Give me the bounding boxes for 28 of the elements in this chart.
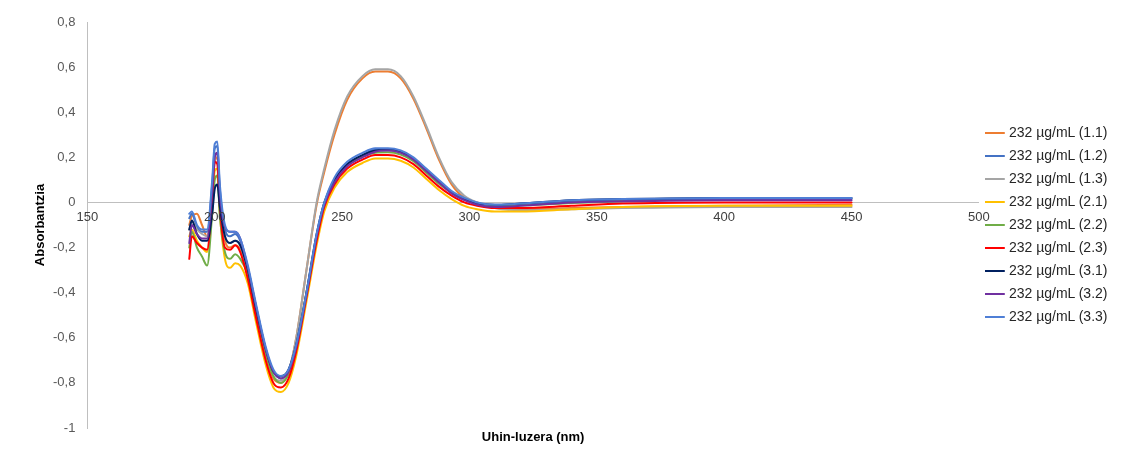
y-tick-label: 0,4 xyxy=(57,103,76,119)
y-tick-label: 0 xyxy=(68,194,76,210)
y-tick-label: 0,8 xyxy=(57,13,76,29)
legend-label: 232 µg/mL (3.2) xyxy=(1008,284,1108,301)
y-tick-label: -1 xyxy=(63,419,76,435)
legend-label: 232 µg/mL (3.1) xyxy=(1008,261,1108,278)
y-tick-label: 0,6 xyxy=(57,58,76,74)
legend-label: 232 µg/mL (1.2) xyxy=(1008,146,1108,163)
legend-label: 232 µg/mL (1.1) xyxy=(1008,123,1108,140)
y-tick-label: -0,8 xyxy=(52,374,76,390)
legend-label: 232 µg/mL (3.3) xyxy=(1008,307,1108,324)
legend-label: 232 µg/mL (1.3) xyxy=(1008,169,1108,186)
x-tick-label: 400 xyxy=(713,208,736,224)
x-tick-label: 250 xyxy=(331,208,353,224)
x-tick-label: 450 xyxy=(840,208,863,224)
x-tick-label: 300 xyxy=(458,208,481,224)
y-axis-title: Absorbantzia xyxy=(31,183,47,267)
y-tick-label: -0,2 xyxy=(52,239,76,255)
legend-label: 232 µg/mL (2.2) xyxy=(1008,215,1108,232)
legend-label: 232 µg/mL (2.3) xyxy=(1008,238,1108,255)
legend-label: 232 µg/mL (2.1) xyxy=(1008,192,1108,209)
y-tick-label: -0,6 xyxy=(52,329,76,345)
x-tick-label: 150 xyxy=(76,208,99,224)
x-tick-label: 350 xyxy=(585,208,608,224)
x-axis-title: Uhin-luzera (nm) xyxy=(481,429,585,445)
x-tick-label: 500 xyxy=(968,208,990,224)
y-tick-label: 0,2 xyxy=(57,148,76,164)
y-tick-label: -0,4 xyxy=(52,284,76,300)
